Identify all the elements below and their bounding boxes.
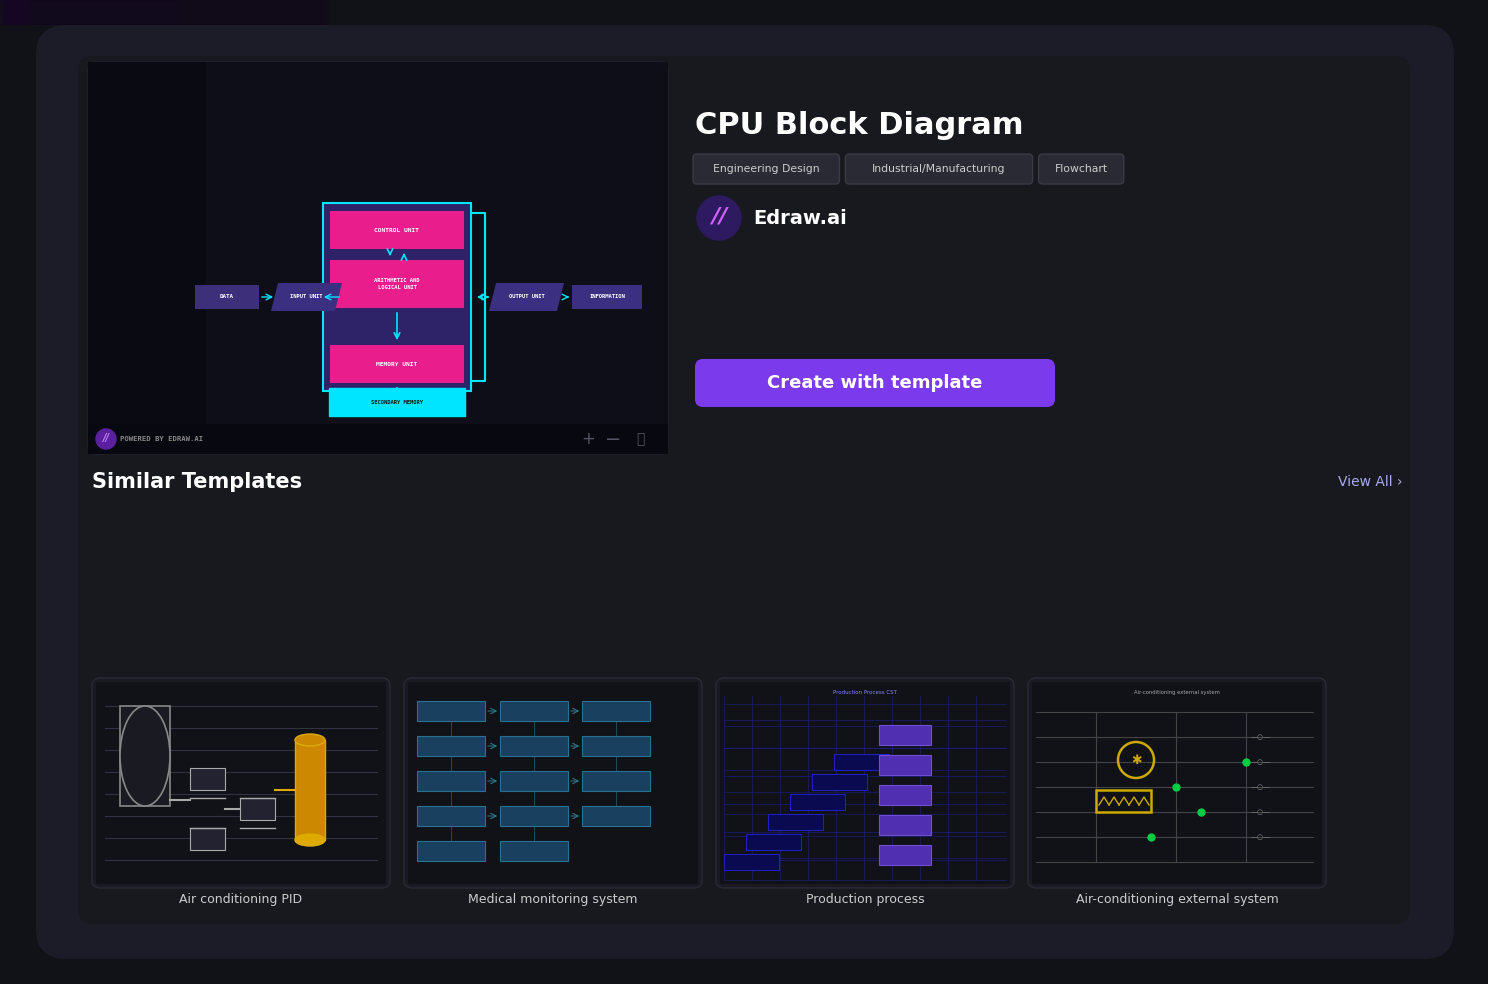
Text: CPU Block Diagram: CPU Block Diagram: [695, 111, 1024, 141]
FancyBboxPatch shape: [845, 154, 1033, 184]
Bar: [1097, 790, 1152, 812]
Text: +: +: [580, 430, 595, 448]
Text: Create with template: Create with template: [768, 374, 982, 392]
FancyBboxPatch shape: [695, 359, 1055, 407]
FancyBboxPatch shape: [716, 678, 1013, 888]
Text: Air conditioning PID: Air conditioning PID: [180, 893, 302, 906]
Bar: [500, 736, 568, 756]
Text: −: −: [604, 429, 620, 449]
FancyBboxPatch shape: [1028, 678, 1326, 888]
FancyBboxPatch shape: [1039, 154, 1123, 184]
Text: View All ›: View All ›: [1338, 475, 1402, 489]
Bar: [190, 768, 225, 790]
Bar: [205, 62, 668, 424]
FancyBboxPatch shape: [92, 678, 390, 888]
Ellipse shape: [121, 706, 170, 806]
Bar: [582, 736, 650, 756]
Polygon shape: [490, 283, 564, 311]
Text: —○—: —○—: [1251, 809, 1271, 815]
Bar: [500, 771, 568, 791]
Bar: [812, 774, 868, 790]
Bar: [417, 806, 485, 826]
Bar: [879, 755, 931, 775]
Text: Engineering Design: Engineering Design: [713, 164, 820, 174]
Text: Similar Templates: Similar Templates: [92, 472, 302, 492]
Text: ⤢: ⤢: [635, 432, 644, 446]
Text: Air-conditioning external system: Air-conditioning external system: [1076, 893, 1278, 906]
Bar: [571, 285, 641, 309]
Bar: [879, 725, 931, 745]
Text: Production process: Production process: [805, 893, 924, 906]
Text: Industrial/Manufacturing: Industrial/Manufacturing: [872, 164, 1006, 174]
Text: OUTPUT UNIT: OUTPUT UNIT: [509, 294, 545, 299]
Bar: [88, 424, 668, 454]
Bar: [417, 701, 485, 721]
Text: —○—: —○—: [1251, 784, 1271, 790]
Bar: [408, 682, 698, 884]
Bar: [295, 740, 324, 840]
Text: DATA: DATA: [220, 294, 234, 299]
Text: —○—: —○—: [1251, 834, 1271, 840]
Ellipse shape: [295, 734, 324, 746]
Bar: [500, 806, 568, 826]
Circle shape: [696, 196, 741, 240]
FancyBboxPatch shape: [36, 25, 1454, 959]
Bar: [195, 285, 259, 309]
Text: SECONDARY MEMORY: SECONDARY MEMORY: [371, 400, 423, 404]
FancyBboxPatch shape: [693, 154, 839, 184]
Bar: [500, 701, 568, 721]
Bar: [790, 794, 845, 810]
Circle shape: [97, 429, 116, 449]
Bar: [323, 203, 472, 391]
Bar: [582, 771, 650, 791]
Bar: [833, 754, 888, 770]
FancyBboxPatch shape: [77, 56, 1411, 924]
Bar: [329, 388, 464, 416]
Bar: [725, 854, 780, 870]
Text: POWERED BY EDRAW.AI: POWERED BY EDRAW.AI: [121, 436, 204, 442]
Bar: [330, 260, 464, 308]
Text: —○—: —○—: [1251, 759, 1271, 765]
Bar: [582, 701, 650, 721]
Text: —○—: —○—: [1251, 734, 1271, 740]
Bar: [330, 211, 464, 249]
Text: MEMORY UNIT: MEMORY UNIT: [376, 361, 418, 366]
Bar: [745, 834, 801, 850]
Bar: [417, 736, 485, 756]
Text: Production Process CST: Production Process CST: [833, 690, 897, 695]
Text: ✱: ✱: [1131, 754, 1141, 767]
Text: INPUT UNIT: INPUT UNIT: [290, 294, 323, 299]
Text: Medical monitoring system: Medical monitoring system: [469, 893, 638, 906]
FancyBboxPatch shape: [405, 678, 702, 888]
Text: Edraw.ai: Edraw.ai: [753, 209, 847, 227]
Bar: [121, 706, 170, 806]
Polygon shape: [271, 283, 342, 311]
Text: CONTROL UNIT: CONTROL UNIT: [375, 227, 420, 232]
Text: //: //: [103, 433, 110, 443]
Bar: [879, 785, 931, 805]
Bar: [240, 798, 275, 820]
Bar: [330, 345, 464, 383]
Bar: [768, 814, 823, 830]
Text: //: //: [711, 206, 728, 226]
Text: ARITHMETIC AND
LOGICAL UNIT: ARITHMETIC AND LOGICAL UNIT: [375, 278, 420, 290]
Bar: [97, 682, 385, 884]
Bar: [879, 845, 931, 865]
Bar: [88, 62, 205, 424]
Bar: [582, 806, 650, 826]
Bar: [417, 841, 485, 861]
Text: Flowchart: Flowchart: [1055, 164, 1107, 174]
Bar: [190, 828, 225, 850]
Bar: [500, 841, 568, 861]
Ellipse shape: [295, 834, 324, 846]
Text: INFORMATION: INFORMATION: [589, 294, 625, 299]
Bar: [720, 682, 1010, 884]
Bar: [1033, 682, 1321, 884]
Text: Air-conditioning external system: Air-conditioning external system: [1134, 690, 1220, 695]
Bar: [879, 815, 931, 835]
FancyBboxPatch shape: [88, 62, 668, 454]
Bar: [417, 771, 485, 791]
